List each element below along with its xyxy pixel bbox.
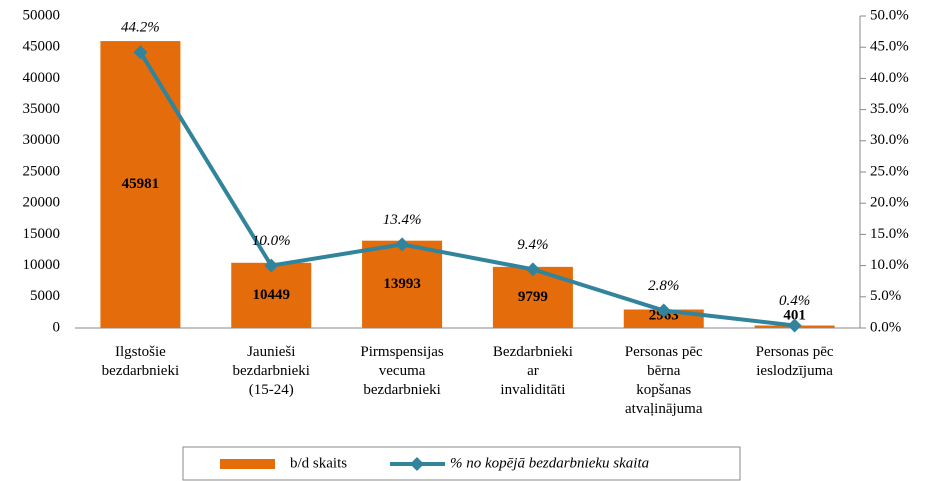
y2-tick-label: 15.0%	[870, 226, 909, 242]
y-tick-label: 45000	[23, 39, 61, 55]
y2-tick-label: 35.0%	[870, 101, 909, 117]
y-tick-label: 10000	[23, 257, 61, 273]
x-tick-label: Pirmspensijas vecuma bezdarbnieki	[360, 344, 443, 398]
bar	[100, 41, 181, 329]
bar	[231, 262, 312, 328]
line	[138, 51, 795, 328]
line-label: 2.8%	[648, 278, 679, 294]
marker	[264, 258, 279, 273]
legend-label: % no kopējā bezdarbnieku skaita	[450, 455, 649, 471]
y-tick-label: 25000	[23, 163, 61, 179]
bar-label: 9799	[518, 289, 548, 305]
legend-swatch	[220, 459, 275, 469]
x-tick-label: Personas pēc bērna kopšanas atvaļinājuma	[625, 344, 703, 417]
y-tick-label: 15000	[23, 226, 61, 242]
marker	[656, 303, 671, 318]
bar-label: 13993	[383, 276, 421, 292]
y2-tick-label: 30.0%	[870, 132, 909, 148]
y-tick-label: 30000	[23, 132, 61, 148]
y-tick-label: 0	[53, 319, 61, 335]
line-label: 9.4%	[517, 237, 548, 253]
x-tick-label: Personas pēc ieslodzījuma	[756, 344, 834, 379]
x-tick-label: Ilgstošie bezdarbnieki	[102, 344, 179, 379]
legend-marker	[410, 457, 424, 471]
bar	[362, 240, 443, 328]
marker	[133, 45, 148, 60]
y-tick-label: 5000	[30, 288, 60, 304]
marker	[395, 237, 410, 252]
legend-box	[182, 446, 741, 481]
bar-label: 10449	[253, 287, 291, 303]
y2-tick-label: 25.0%	[870, 163, 909, 179]
y2-tick-label: 20.0%	[870, 195, 909, 211]
y-tick-label: 20000	[23, 195, 61, 211]
y2-tick-label: 0.0%	[870, 319, 901, 335]
y2-tick-label: 5.0%	[870, 288, 901, 304]
legend-label: b/d skaits	[290, 455, 347, 471]
y2-tick-label: 10.0%	[870, 257, 909, 273]
bar-label: 45981	[122, 176, 160, 192]
line-label: 0.4%	[779, 293, 810, 309]
marker	[525, 262, 540, 277]
y2-tick-label: 50.0%	[870, 7, 909, 23]
y-tick-label: 40000	[23, 70, 61, 86]
line-label: 44.2%	[121, 20, 160, 36]
y-tick-label: 35000	[23, 101, 61, 117]
bar-label: 401	[783, 307, 806, 323]
x-tick-label: Jaunieši bezdarbnieki (15-24)	[233, 344, 310, 398]
line-label: 13.4%	[383, 212, 422, 228]
line-label: 10.0%	[252, 233, 291, 249]
y-tick-label: 50000	[23, 7, 61, 23]
x-tick-label: Bezdarbnieki ar invaliditāti	[493, 344, 573, 398]
marker	[787, 318, 802, 333]
y2-tick-label: 45.0%	[870, 39, 909, 55]
y2-tick-label: 40.0%	[870, 70, 909, 86]
